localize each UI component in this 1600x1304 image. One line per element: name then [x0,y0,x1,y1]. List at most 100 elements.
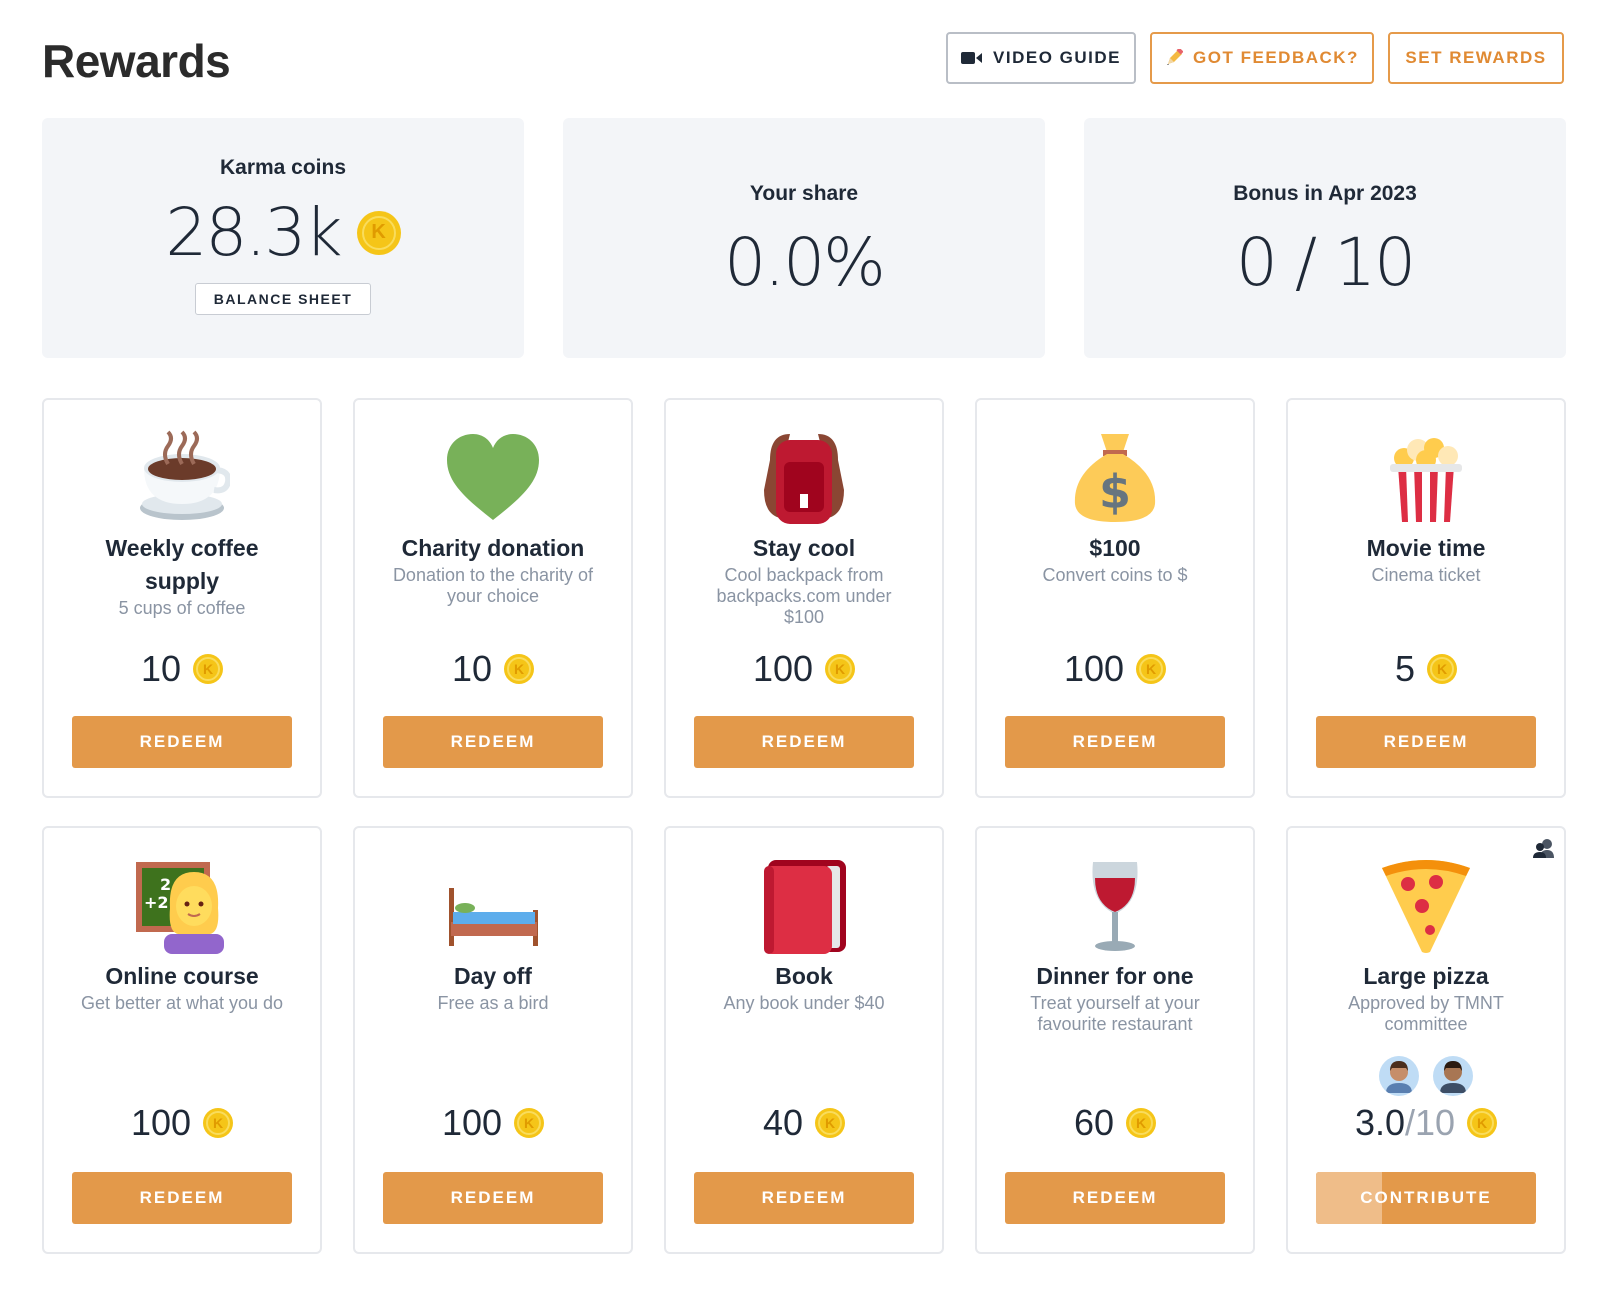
reward-title-text: Charity donation [401,535,585,561]
coin-symbol: K [834,661,846,677]
reward-price: 100 K [666,648,942,690]
reward-title-text: Online course [105,963,259,989]
coin-symbol: K [202,661,214,677]
reward-title: Charity donation Donation to the charity … [365,532,621,607]
redeem-button[interactable]: REDEEM [694,1172,914,1224]
bonus-value: 0 / 10 [1235,224,1416,301]
contributor-avatar[interactable] [1379,1056,1419,1096]
coin-symbol: K [1436,661,1448,677]
redeem-button[interactable]: REDEEM [1005,1172,1225,1224]
bed-icon [449,888,538,946]
contributors-list [1288,1056,1564,1096]
redeem-button[interactable]: REDEEM [383,716,603,768]
coin-symbol: K [1135,1115,1147,1131]
reward-card-charity: Charity donation Donation to the charity … [353,398,633,798]
reward-title: Online course Get better at what you do [54,960,310,1014]
price-value: 10 [140,648,182,689]
page-title: Rewards [42,35,231,87]
karma-coins-label: Karma coins [219,156,347,179]
backpack-icon [764,434,844,524]
contribution-progress-fill [1316,1172,1382,1224]
reward-title: $100 Convert coins to $ [987,532,1243,586]
reward-description: Treat yourself at your favourite restaur… [1030,993,1200,1034]
feedback-button[interactable]: GOT FEEDBACK? [1150,32,1374,84]
bonus-card: Bonus in Apr 2023 0 / 10 [1084,118,1566,358]
reward-description: Free as a bird [437,993,549,1013]
set-rewards-button[interactable]: SET REWARDS [1388,32,1564,84]
reward-title: Weekly coffee supply 5 cups of coffee [54,532,310,619]
reward-title-text: $100 [1089,535,1141,561]
your-share-label: Your share [749,182,859,205]
redeem-button[interactable]: REDEEM [383,1172,603,1224]
price-value: 100 [1063,648,1125,689]
reward-price: 100 K [44,1102,320,1144]
reward-card-course: 2 +2 Online course Get better at what you… [42,826,322,1254]
money-bag-icon: $ [1074,434,1156,522]
karma-coin-icon: K [356,210,401,255]
reward-card-backpack: Stay cool Cool backpack from backpacks.co… [664,398,944,798]
pizza-icon [1382,860,1470,953]
reward-title: Movie time Cinema ticket [1298,532,1554,586]
your-share-card: Your share 0.0% [563,118,1045,358]
green-heart-icon [447,434,539,520]
reward-card-coffee: Weekly coffee supply 5 cups of coffee 10 K… [42,398,322,798]
reward-title: Day off Free as a bird [365,960,621,1014]
reward-card-book: Book Any book under $40 40 K REDEEM [664,826,944,1254]
contributor-avatar[interactable] [1433,1056,1473,1096]
redeem-button[interactable]: REDEEM [72,716,292,768]
reward-price: 3.0/10 K [1288,1102,1564,1144]
reward-description: Donation to the charity of your choice [392,565,594,606]
coin-symbol: K [1145,661,1157,677]
video-guide-label: VIDEO GUIDE [993,48,1121,67]
group-contribution-icon[interactable] [1532,838,1554,858]
reward-description: Approved by TMNT committee [1348,993,1504,1034]
karma-coin-icon: K [504,654,535,684]
book-icon [764,860,846,954]
reward-title-text: Day off [454,963,532,989]
svg-text:2: 2 [160,875,171,894]
price-value: 10 [451,648,493,689]
redeem-button[interactable]: REDEEM [1005,716,1225,768]
karma-coin-icon: K [193,654,224,684]
price-progress: 3.0/10 [1355,1102,1455,1144]
reward-description: Convert coins to $ [1042,565,1188,585]
reward-card-dinner: Dinner for one Treat yourself at your fav… [975,826,1255,1254]
reward-title: Book Any book under $40 [676,960,932,1014]
video-guide-button[interactable]: VIDEO GUIDE [946,32,1136,84]
reward-title-text: Weekly coffee supply [105,535,259,594]
karma-coin-icon: K [1467,1108,1498,1138]
balance-sheet-button[interactable]: BALANCE SHEET [194,283,372,315]
bonus-label: Bonus in Apr 2023 [1233,182,1417,205]
reward-description: Cinema ticket [1371,565,1481,585]
reward-title-text: Movie time [1366,535,1486,561]
reward-description: 5 cups of coffee [118,598,246,618]
karma-coin-icon: K [1126,1108,1157,1138]
karma-coin-icon: K [514,1108,545,1138]
price-value: 5 [1394,648,1416,689]
coin-symbol: K [1476,1115,1488,1131]
wine-glass-icon [1092,862,1138,951]
svg-text:+2: +2 [144,893,169,912]
reward-card-day-off: Day off Free as a bird 100 K REDEEM [353,826,633,1254]
reward-title-text: Dinner for one [1036,963,1194,989]
redeem-button[interactable]: REDEEM [694,716,914,768]
reward-price: 60 K [977,1102,1253,1144]
pencil-icon [1167,49,1184,65]
reward-price: 40 K [666,1102,942,1144]
redeem-button[interactable]: REDEEM [1316,716,1536,768]
redeem-button[interactable]: REDEEM [72,1172,292,1224]
contribute-button[interactable]: CONTRIBUTE [1316,1172,1536,1224]
price-separator: / [1404,1102,1415,1143]
karma-coins-card: Karma coins 28.3k K BALANCE SHEET [42,118,524,358]
price-value: 60 [1073,1102,1115,1143]
reward-price: 100 K [355,1102,631,1144]
price-value: 100 [441,1102,503,1143]
reward-card-cash: $ $100 Convert coins to $ 100 K REDEEM [975,398,1255,798]
reward-title: Stay cool Cool backpack from backpacks.co… [676,532,932,628]
karma-coins-value: 28.3k [165,194,342,271]
reward-description: Cool backpack from backpacks.com under $… [716,565,892,627]
video-camera-icon [961,52,983,64]
reward-price: 10 K [355,648,631,690]
price-value: 100 [752,648,814,689]
